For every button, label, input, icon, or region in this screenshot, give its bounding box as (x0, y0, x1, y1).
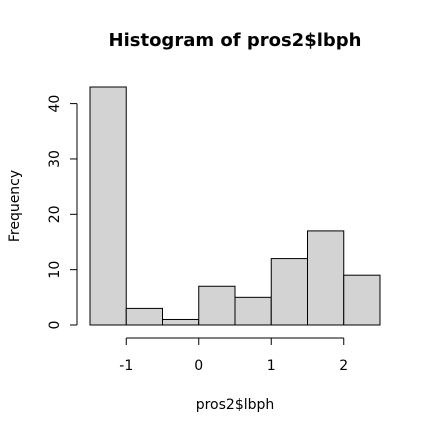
y-tick-label: 30 (47, 150, 63, 168)
y-axis-label: Frequency (7, 170, 23, 242)
histogram-bar-6 (307, 230, 345, 326)
histogram-bar-0 (89, 86, 127, 326)
y-tick-label: 40 (47, 95, 63, 113)
chart-title: Histogram of pros2$lbph (109, 30, 362, 51)
histogram-bar-1 (125, 307, 163, 326)
x-axis-label: pros2$lbph (196, 397, 275, 413)
y-tick-label: 0 (47, 321, 63, 330)
x-tick-label: -1 (119, 358, 133, 374)
y-axis: 0 10 20 30 40 (47, 95, 78, 330)
histogram-bar-7 (343, 274, 381, 326)
bars-group (89, 86, 381, 326)
x-tick-label: 1 (267, 358, 276, 374)
x-axis: -1 0 1 2 (119, 337, 348, 374)
y-tick-label: 20 (47, 205, 63, 223)
x-tick-label: 2 (339, 358, 348, 374)
y-tick-label: 10 (47, 261, 63, 279)
histogram-bar-3 (198, 285, 236, 326)
histogram-bar-5 (270, 258, 308, 326)
x-tick-label: 0 (194, 358, 203, 374)
histogram-bar-2 (162, 318, 200, 326)
histogram-bar-4 (234, 296, 272, 326)
